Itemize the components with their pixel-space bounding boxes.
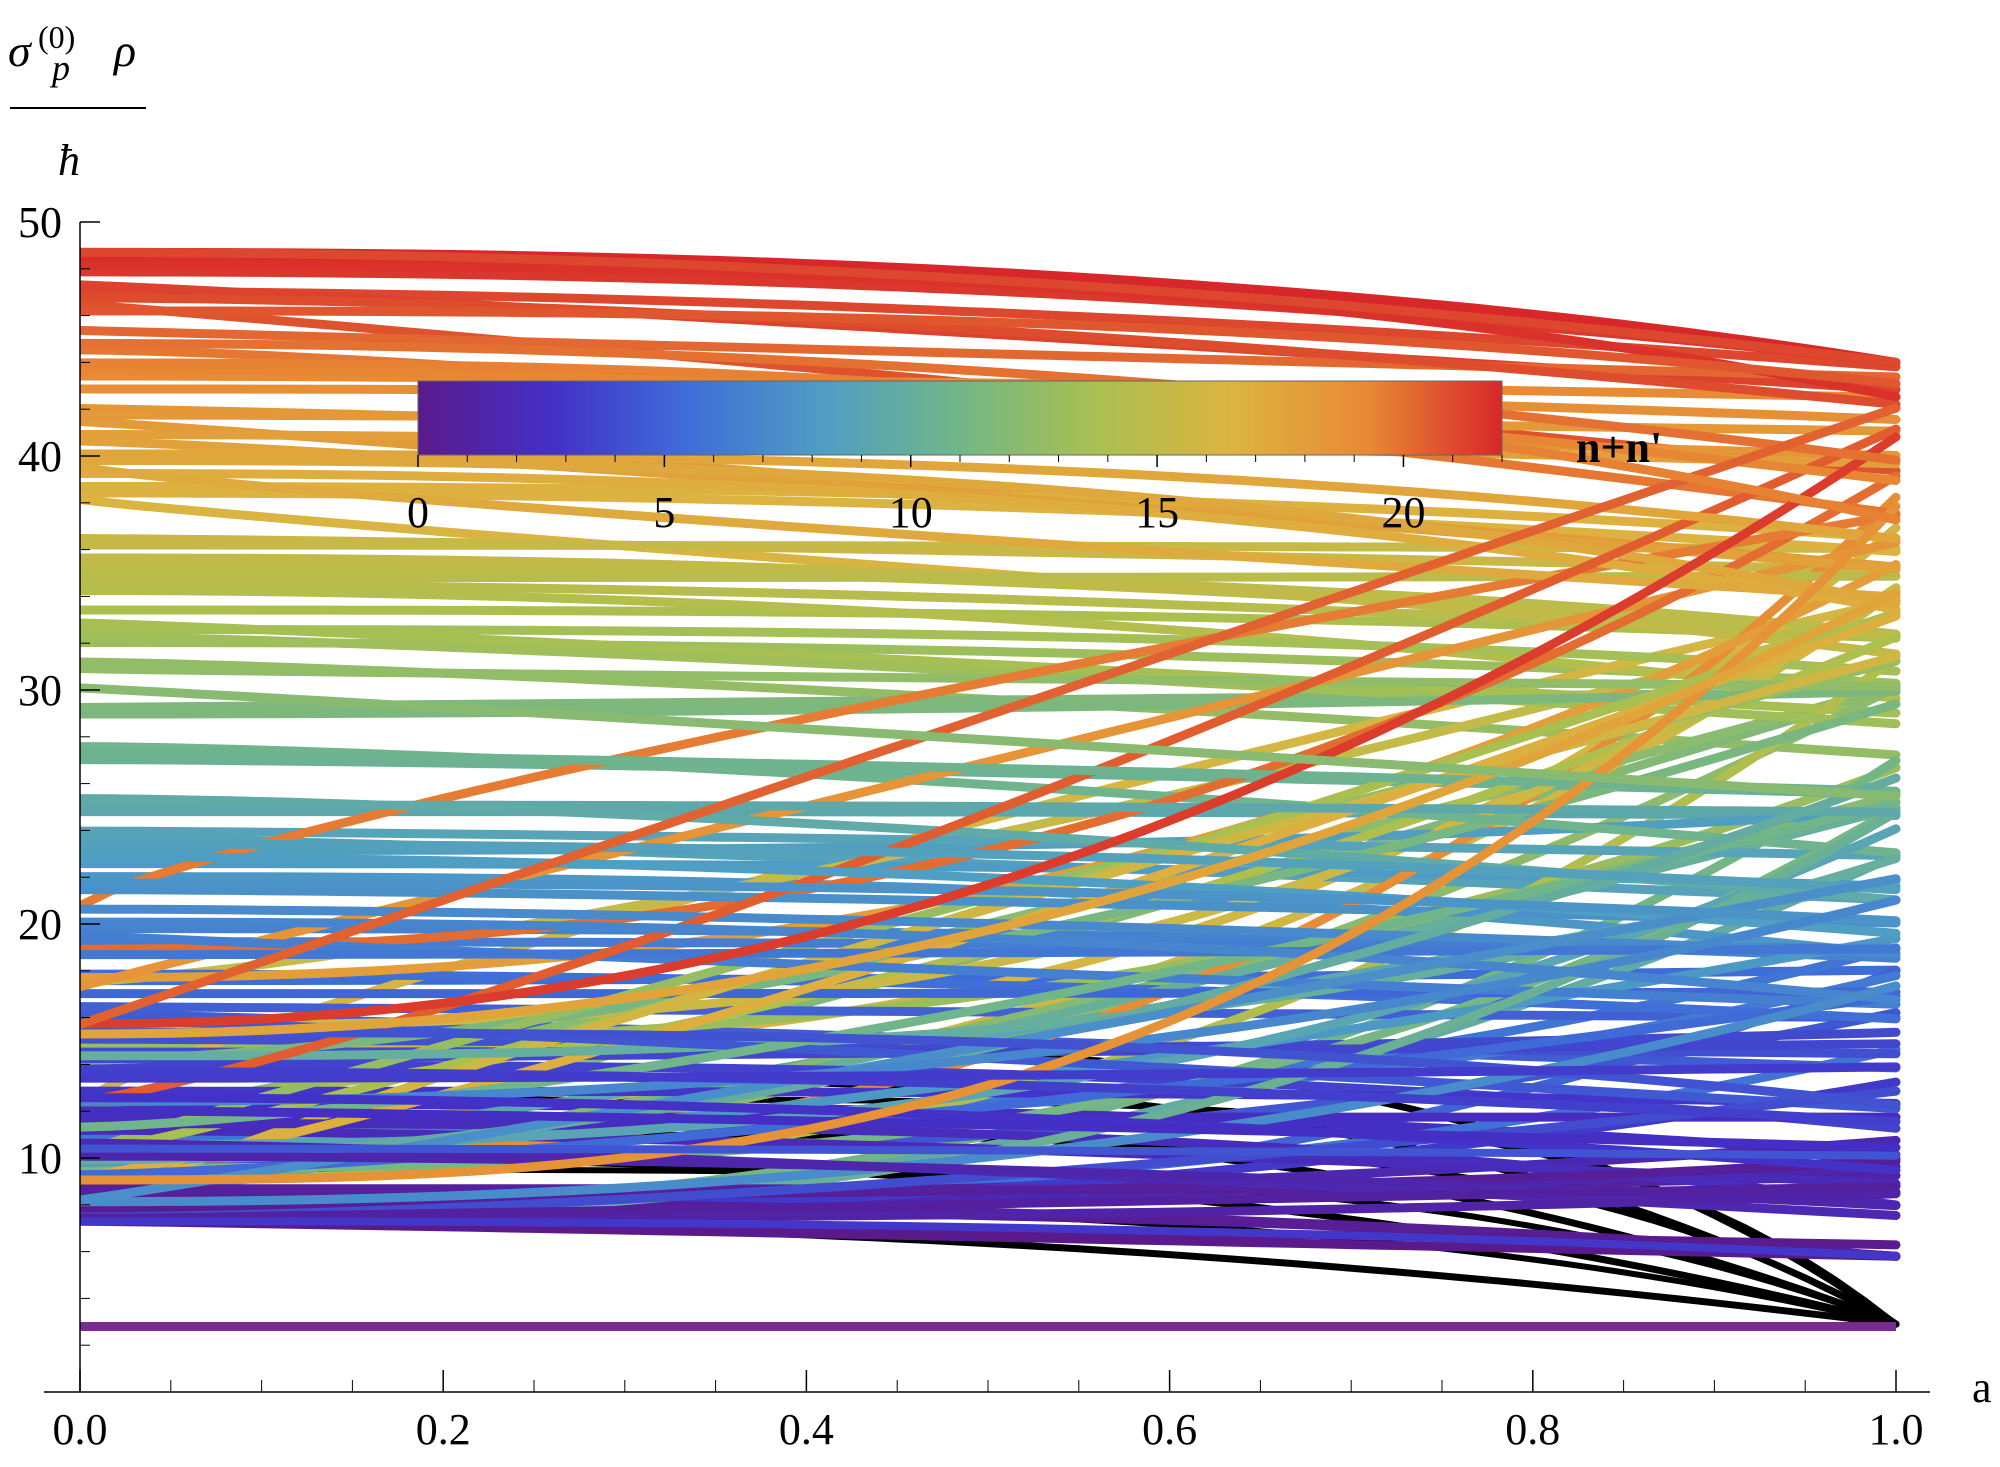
colorbar-label: n+n' (1576, 423, 1662, 472)
x-tick-label: 0.8 (1505, 1405, 1560, 1454)
x-tick-label: 0.2 (416, 1405, 471, 1454)
x-axis-label-text: a (1972, 1363, 1992, 1412)
colored-curve (80, 325, 1901, 382)
colored-curve (80, 1062, 1901, 1083)
x-tick-label: 0.0 (53, 1405, 108, 1454)
colored-curve (80, 588, 1901, 1039)
y-label-denominator: ħ (58, 136, 80, 185)
colorbar-tick-label: 0 (407, 488, 429, 537)
colored-curve (80, 981, 1901, 1207)
y-label-sup: (0) (38, 19, 75, 55)
colored-curve (80, 878, 1901, 926)
colored-curve (80, 1093, 1901, 1175)
x-tick-label: 0.4 (779, 1405, 834, 1454)
colored-curve (80, 1144, 1900, 1160)
colored-curve (80, 462, 1901, 602)
curve-group (80, 247, 1901, 1331)
y-tick-label: 50 (18, 198, 62, 247)
colored-curve (80, 839, 1901, 895)
colorbar-ticks: 0 5 10 15 20 (407, 455, 1503, 537)
x-axis-label: a (1972, 1363, 1992, 1412)
colored-curve (80, 1028, 1901, 1110)
x-tick-label: 1.0 (1869, 1405, 1924, 1454)
colorbar-rect (417, 380, 1503, 456)
colored-curve (80, 1216, 1901, 1261)
colored-curve (80, 247, 1901, 367)
y-tick-label: 40 (18, 432, 62, 481)
colored-curve (80, 683, 1901, 801)
y-axis-label: σ (0) p ρ ħ (8, 19, 146, 185)
colorbar-tick-label: 5 (653, 488, 675, 537)
colorbar-tick-label: 20 (1381, 488, 1425, 537)
colored-curve (80, 1181, 1901, 1224)
axes (44, 222, 1930, 1393)
colored-curve (80, 456, 1901, 608)
colored-curve (80, 306, 1901, 389)
colorbar-tick-label: 15 (1135, 488, 1179, 537)
y-label-sigma: σ (8, 25, 33, 76)
y-tick-label: 20 (18, 900, 62, 949)
colored-curve (80, 293, 1901, 409)
y-ticks: 10 20 30 40 50 (18, 198, 100, 1346)
colored-curve (80, 403, 1901, 1029)
colored-curve (80, 944, 1901, 960)
colored-curve (80, 338, 1901, 465)
colorbar: 0 5 10 15 20 n+n' (407, 380, 1662, 537)
y-tick-label: 30 (18, 666, 62, 715)
y-label-sub: p (49, 48, 70, 88)
colored-curve (80, 969, 1901, 1024)
colored-curve (80, 826, 1901, 861)
colorbar-tick-label: 10 (889, 488, 933, 537)
colored-curve (80, 686, 1901, 719)
colored-curve (80, 1106, 1901, 1152)
colored-curve (80, 625, 1901, 676)
colored-curve (80, 904, 1901, 958)
x-ticks: 0.0 0.2 0.4 0.6 0.8 1.0 (53, 1370, 1924, 1454)
y-tick-label: 10 (18, 1134, 62, 1183)
colored-curve (80, 586, 1901, 703)
colored-curve (80, 596, 1901, 1107)
x-tick-label: 0.6 (1142, 1405, 1197, 1454)
colored-curve (80, 432, 1901, 1029)
y-label-rho: ρ (112, 25, 136, 76)
colored-curve (80, 930, 1901, 1009)
colored-curve (80, 1217, 1900, 1261)
colored-curve (80, 510, 1901, 911)
